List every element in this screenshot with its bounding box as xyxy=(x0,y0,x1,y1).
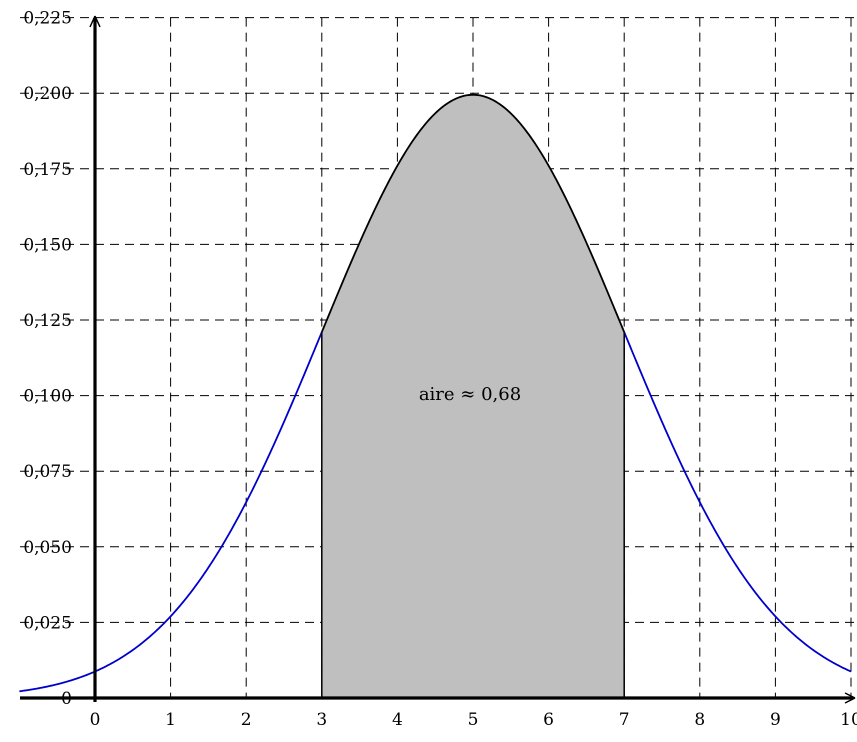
axes xyxy=(20,15,856,704)
x-tick-label: 6 xyxy=(543,710,554,730)
y-axis-arrow xyxy=(89,15,101,28)
y-tick-label: 0,100 xyxy=(23,387,72,407)
y-tick-label: 0 xyxy=(61,689,72,709)
y-tick-label: 0,025 xyxy=(23,613,72,633)
y-tick-label: 0,050 xyxy=(23,538,72,558)
grid xyxy=(20,17,857,698)
x-axis-arrow xyxy=(844,692,856,704)
density-curve-shaded-top xyxy=(320,93,626,333)
x-tick-label: 10 xyxy=(840,710,857,730)
x-tick-label: 0 xyxy=(90,710,101,730)
density-curve-left xyxy=(19,331,323,693)
x-tick-label: 5 xyxy=(468,710,479,730)
x-tick-label: 3 xyxy=(316,710,327,730)
y-tick-label: 0,150 xyxy=(23,235,72,255)
density-curve-right xyxy=(623,331,852,673)
x-tick-label: 1 xyxy=(165,710,176,730)
x-tick-label: 2 xyxy=(241,710,252,730)
area-annotation: aire ≈ 0,68 xyxy=(419,384,521,405)
x-tick-label: 8 xyxy=(694,710,705,730)
shaded-area xyxy=(321,94,625,699)
shaded-region-layer xyxy=(321,94,625,699)
y-tick-label: 0,075 xyxy=(23,462,72,482)
x-tick-label: 9 xyxy=(770,710,781,730)
y-tick-label: 0,125 xyxy=(23,311,72,331)
x-tick-labels: 0 1 2 3 4 5 6 7 8 9 10 xyxy=(90,710,857,730)
y-tick-label: 0,175 xyxy=(23,160,72,180)
x-tick-label: 4 xyxy=(392,710,403,730)
y-tick-labels: 0 0,025 0,050 0,075 0,100 0,125 0,150 0,175 0,20… xyxy=(23,9,72,709)
y-tick-label: 0,200 xyxy=(23,84,72,104)
curve-layer xyxy=(19,93,852,698)
y-tick-label: 0,225 xyxy=(23,9,72,29)
x-tick-label: 7 xyxy=(619,710,630,730)
